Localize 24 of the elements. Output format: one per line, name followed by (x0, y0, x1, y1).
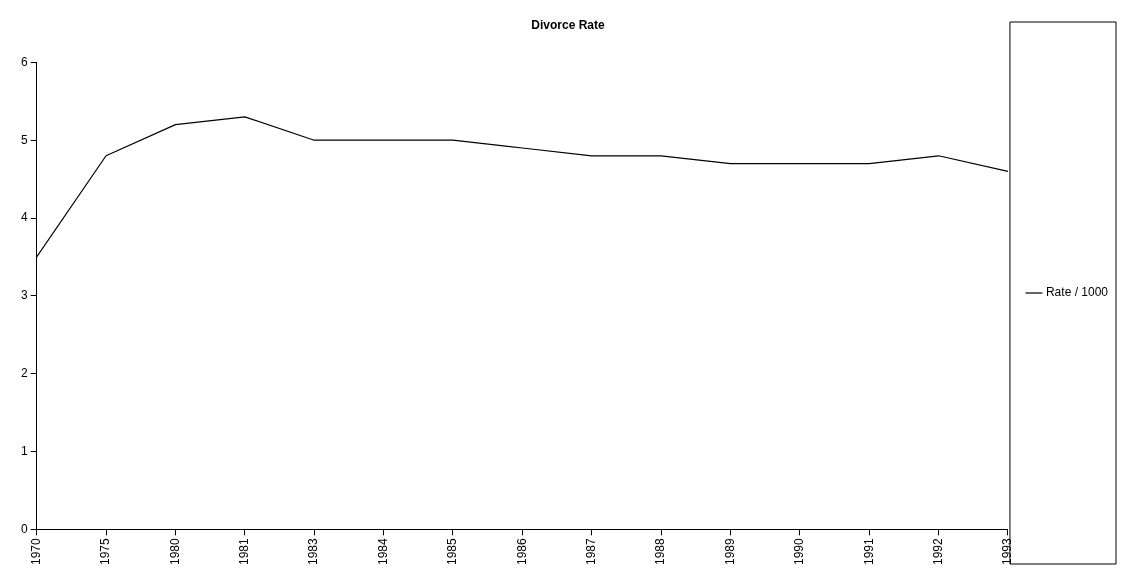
x-tick-label: 1983 (306, 537, 321, 566)
x-tick-label: 1975 (98, 537, 113, 566)
x-tick-label: 1992 (930, 537, 945, 566)
x-tick-label: 1987 (584, 537, 598, 566)
legend-label: Rate / 1000 (1045, 285, 1109, 300)
y-tick-label: 6 (20, 54, 28, 69)
x-tick-label: 1989 (722, 537, 737, 566)
x-tick-label: 1990 (792, 537, 807, 566)
x-tick-label: 1988 (653, 537, 668, 566)
y-tick-label: 2 (20, 365, 28, 380)
x-tick-label: 1980 (167, 537, 182, 566)
x-tick-label: 1986 (514, 537, 529, 566)
x-tick-label: 1985 (445, 537, 460, 566)
y-tick-label: 3 (20, 288, 28, 303)
x-tick-label: 1991 (861, 537, 876, 566)
x-tick-label: 1970 (28, 537, 43, 566)
y-tick-label: 5 (20, 132, 28, 147)
x-tick-label: 1984 (375, 537, 390, 566)
y-tick-label: 1 (20, 443, 28, 458)
x-tick-label: 1993 (1000, 537, 1015, 566)
chart-title: Divorce Rate (531, 17, 605, 32)
y-tick-label: 0 (20, 521, 28, 536)
x-tick-label: 1981 (237, 537, 252, 566)
y-tick-label: 4 (20, 210, 28, 225)
